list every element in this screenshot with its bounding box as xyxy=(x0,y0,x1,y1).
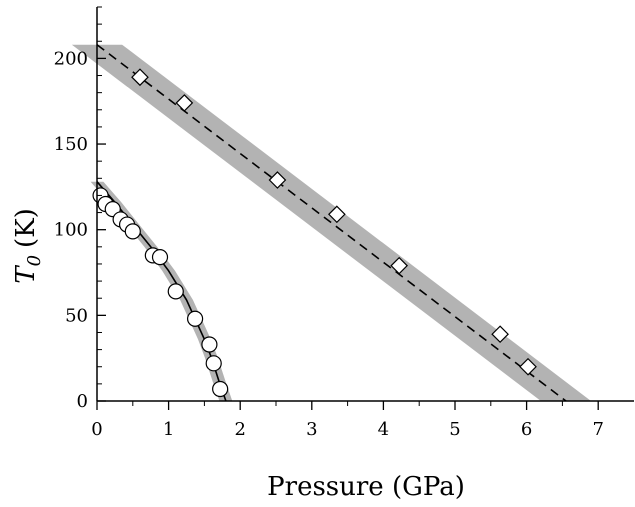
y-tick-label: 0 xyxy=(77,391,88,412)
x-tick-label: 0 xyxy=(91,419,102,440)
diamond-marker-7 xyxy=(519,357,537,376)
diamond-marker-4 xyxy=(328,205,346,224)
diamond-marker-3 xyxy=(268,171,287,189)
x-tick-label: 2 xyxy=(234,419,245,440)
x-tick-label: 1 xyxy=(163,419,174,440)
circle-marker-11 xyxy=(201,336,218,353)
diamond-marker-5 xyxy=(390,256,409,275)
circle-marker-9 xyxy=(167,283,184,300)
bands-layer xyxy=(71,44,591,401)
x-tick-label: 7 xyxy=(592,419,603,440)
y-axis-symbol: T xyxy=(11,265,41,284)
y-tick-label: 150 xyxy=(54,134,88,155)
x-tick-label: 4 xyxy=(378,419,389,440)
axes-layer: 0 1 2 3 4 5 6 7 0 50 100 150 200 xyxy=(54,6,634,440)
circle-marker-10 xyxy=(186,310,204,327)
uncertainty-band-2 xyxy=(71,44,591,401)
y-axis-subscript: 0 xyxy=(24,255,45,266)
markers-layer xyxy=(92,68,537,398)
x-tick-label: 3 xyxy=(306,419,317,440)
circle-marker-8 xyxy=(151,249,169,266)
x-tick-label: 6 xyxy=(521,419,532,440)
circle-marker-6 xyxy=(124,223,141,240)
x-tick-label: 5 xyxy=(449,419,460,440)
y-tick-label: 200 xyxy=(54,48,88,69)
fit-line-2 xyxy=(96,44,567,402)
y-axis-title: T0 (K) xyxy=(11,208,45,284)
diamond-marker-2 xyxy=(175,94,194,112)
circle-marker-13 xyxy=(212,380,229,398)
circle-marker-12 xyxy=(205,355,222,372)
x-axis-title: Pressure (GPa) xyxy=(267,472,465,502)
y-tick-label: 100 xyxy=(54,220,88,241)
diamond-marker-1 xyxy=(131,68,149,87)
y-tick-label: 50 xyxy=(65,305,88,326)
y-axis-unit: (K) xyxy=(11,208,41,248)
diamond-marker-6 xyxy=(491,325,509,344)
